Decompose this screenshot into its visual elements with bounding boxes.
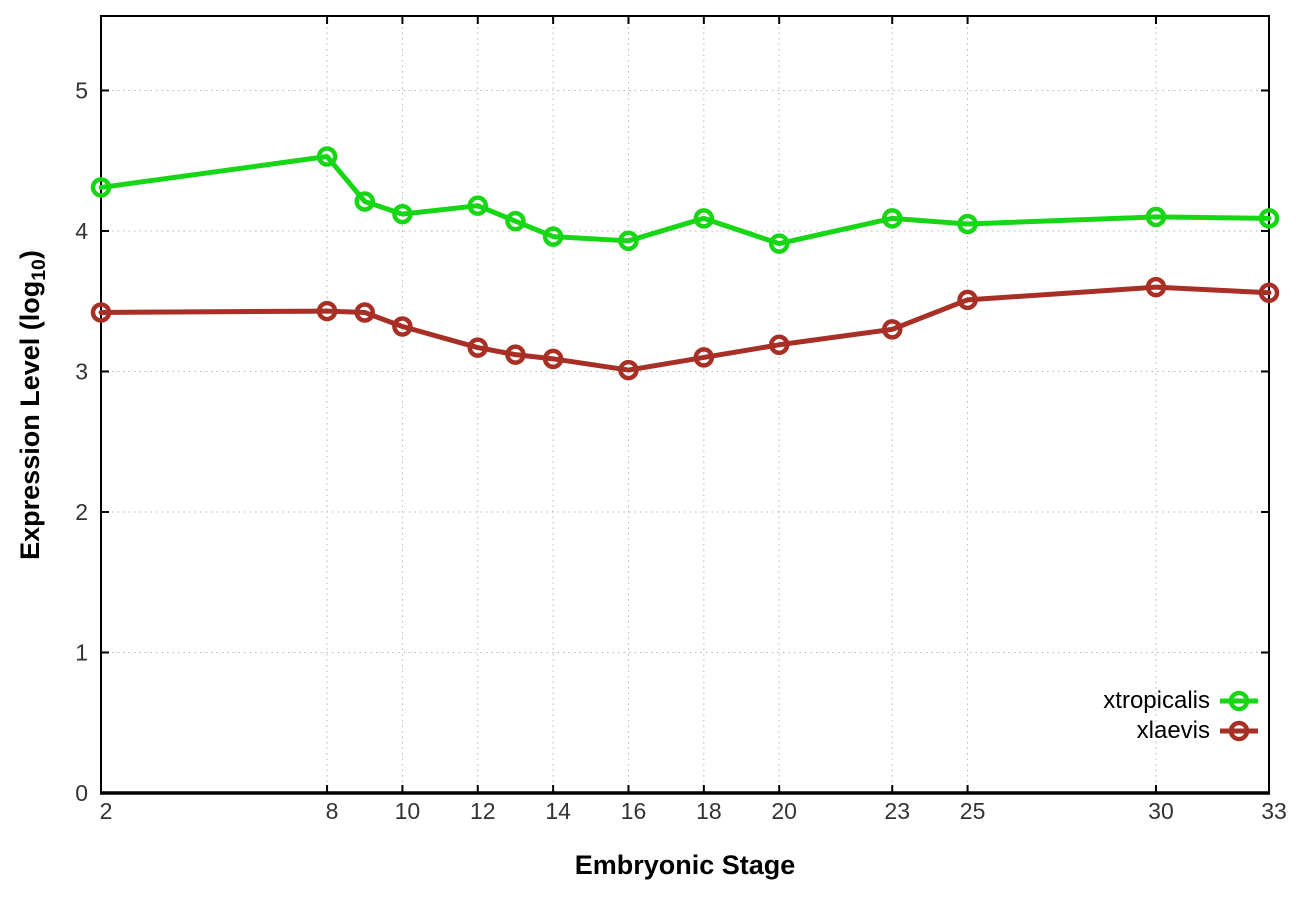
x-tick-label: 30	[1148, 798, 1174, 824]
y-tick-label: 0	[75, 780, 88, 806]
data-point-xlaevis	[881, 319, 903, 340]
data-point-xtropicalis	[467, 195, 489, 216]
legend-item-xtropicalis: xtropicalis	[1103, 686, 1260, 716]
x-tick-label: 10	[395, 798, 421, 824]
x-tick-label: 18	[696, 798, 722, 824]
legend-label-xlaevis: xlaevis	[1136, 717, 1210, 744]
data-point-xtropicalis	[957, 213, 978, 235]
legend-label-xtropicalis: xtropicalis	[1103, 687, 1210, 714]
data-point-xtropicalis	[768, 233, 790, 254]
data-point-xlaevis	[957, 289, 978, 311]
y-axis-title-close: )	[14, 250, 45, 260]
data-point-xlaevis	[1258, 282, 1280, 304]
y-axis-title-text: Expression Level (log	[14, 280, 45, 560]
x-tick-label: 12	[470, 798, 496, 824]
x-tick-label: 33	[1261, 798, 1287, 824]
x-tick-label: 14	[545, 798, 571, 824]
y-tick-label: 2	[75, 499, 88, 525]
x-tick-label: 25	[960, 798, 986, 824]
data-point-xtropicalis	[1145, 206, 1167, 228]
legend-item-xlaevis: xlaevis	[1103, 716, 1260, 746]
y-axis-title-subscript: 10	[28, 259, 51, 281]
y-tick-label: 4	[75, 218, 88, 244]
plot-border	[100, 15, 1270, 794]
y-axis-title: Expression Level (log10)	[15, 250, 51, 560]
data-point-xlaevis	[1145, 276, 1167, 298]
data-point-xtropicalis	[693, 208, 715, 229]
y-tick-label: 5	[75, 77, 88, 103]
data-point-xlaevis	[768, 334, 790, 356]
data-point-xtropicalis	[354, 191, 375, 212]
data-point-xtropicalis	[542, 226, 564, 247]
legend: xtropicalis xlaevis	[1103, 686, 1260, 746]
x-tick-label: 8	[326, 798, 339, 824]
data-point-xlaevis	[392, 316, 413, 337]
series-line-xlaevis	[98, 284, 1272, 373]
data-point-xtropicalis	[881, 208, 903, 229]
legend-marker-xtropicalis-icon	[1220, 690, 1258, 712]
data-point-xtropicalis	[316, 146, 338, 167]
x-tick-label: 20	[771, 798, 797, 824]
data-point-xtropicalis	[392, 203, 413, 225]
data-point-xtropicalis	[1258, 208, 1280, 229]
data-point-xlaevis	[618, 359, 639, 381]
x-tick-label: 2	[100, 798, 113, 824]
y-tick-label: 3	[75, 358, 88, 384]
data-point-xlaevis	[354, 302, 375, 323]
x-tick-label: 23	[884, 798, 910, 824]
x-tick-label: 16	[621, 798, 647, 824]
data-point-xlaevis	[467, 337, 489, 358]
data-point-xlaevis	[90, 302, 112, 323]
legend-marker-xlaevis-icon	[1220, 720, 1258, 742]
y-tick-label: 1	[75, 639, 88, 665]
data-point-xtropicalis	[505, 210, 526, 232]
data-point-xlaevis	[505, 344, 526, 365]
data-point-xlaevis	[316, 300, 338, 322]
data-point-xlaevis	[693, 347, 715, 368]
x-axis-title: Embryonic Stage	[574, 850, 796, 880]
data-point-xtropicalis	[90, 177, 112, 198]
data-point-xlaevis	[542, 348, 564, 370]
data-point-xtropicalis	[618, 230, 639, 252]
